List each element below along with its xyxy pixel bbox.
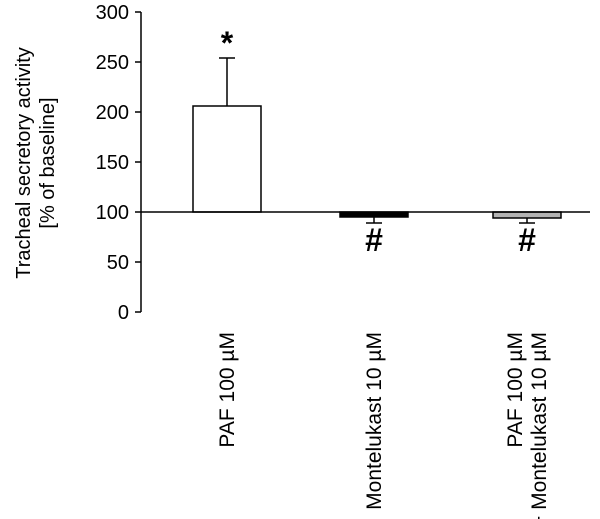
category-label-3: PAF 100 µM + Montelukast 10 µM	[504, 332, 551, 519]
category-label-1: PAF 100 µM	[216, 332, 239, 448]
y-tick-label-300: 300	[96, 2, 129, 24]
y-axis-title-line-1: Tracheal secretory activity	[13, 47, 35, 279]
y-axis-title-line-2: [% of baseline]	[37, 97, 59, 228]
category-label-3-line-2: + Montelukast 10 µM	[528, 332, 551, 519]
significance-mark-2: #	[365, 222, 383, 258]
category-labels-group: PAF 100 µM Montelukast 10 µM PAF 100 µM + M…	[216, 332, 551, 519]
y-tick-label-100: 100	[96, 202, 129, 224]
y-axis-title: Tracheal secretory activity [% of baseli…	[13, 47, 59, 279]
y-tick-label-250: 250	[96, 52, 129, 74]
y-tick-label-50: 50	[107, 252, 129, 274]
y-axis: 0 50 100 150 200 250 300	[96, 2, 142, 324]
bars-group	[141, 105, 590, 219]
significance-mark-3: #	[518, 222, 536, 258]
significance-mark-1: *	[221, 25, 234, 61]
category-label-3-line-1: PAF 100 µM	[504, 332, 527, 448]
y-tick-label-200: 200	[96, 102, 129, 124]
significance-marks-group: * # #	[221, 25, 536, 258]
category-label-1-line-1: PAF 100 µM	[216, 332, 239, 448]
error-bars-group	[219, 57, 535, 224]
category-label-2-line-1: Montelukast 10 µM	[363, 332, 386, 510]
y-tick-label-150: 150	[96, 152, 129, 174]
bar-1	[192, 105, 262, 213]
y-tick-label-0: 0	[118, 302, 129, 324]
bar-3	[492, 211, 562, 219]
category-label-2: Montelukast 10 µM	[363, 332, 386, 510]
